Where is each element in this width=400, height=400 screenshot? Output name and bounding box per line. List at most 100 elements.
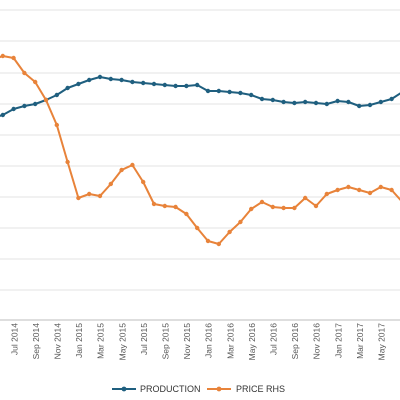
data-point bbox=[281, 205, 286, 211]
data-point bbox=[130, 162, 135, 168]
data-point bbox=[11, 106, 16, 112]
data-point bbox=[151, 201, 157, 207]
data-point bbox=[335, 98, 340, 104]
x-tick-label: Mar 2017 bbox=[355, 323, 365, 359]
data-point bbox=[389, 96, 394, 102]
data-point bbox=[43, 97, 49, 103]
x-tick-label: Sep 2014 bbox=[31, 323, 41, 360]
data-point bbox=[97, 193, 103, 199]
x-tick-label: Jan 2015 bbox=[74, 323, 84, 358]
data-point bbox=[367, 102, 373, 108]
data-point bbox=[259, 199, 265, 205]
series-line bbox=[0, 76, 400, 117]
data-point bbox=[22, 103, 27, 109]
x-tick-label: Nov 2014 bbox=[52, 323, 62, 360]
legend: PRODUCTION PRICE RHS bbox=[112, 384, 285, 394]
data-point bbox=[108, 76, 114, 82]
data-point bbox=[33, 101, 38, 107]
data-point bbox=[346, 184, 351, 190]
legend-marker bbox=[216, 386, 222, 392]
series-layer bbox=[0, 53, 400, 247]
data-point bbox=[346, 99, 351, 105]
x-tick-label: Jul 2016 bbox=[268, 323, 278, 355]
data-point bbox=[87, 191, 92, 197]
data-point bbox=[292, 100, 297, 106]
data-point bbox=[87, 77, 92, 83]
data-point bbox=[184, 83, 189, 89]
data-point bbox=[0, 112, 5, 118]
data-point bbox=[0, 53, 5, 59]
x-tick-label: Jan 2016 bbox=[204, 323, 214, 358]
data-point bbox=[238, 90, 243, 96]
data-point bbox=[141, 80, 146, 86]
data-point bbox=[216, 241, 221, 247]
x-tick-label: Sep 2015 bbox=[160, 323, 170, 360]
data-point bbox=[119, 167, 124, 173]
data-point bbox=[378, 184, 383, 190]
data-point bbox=[249, 206, 254, 212]
x-tick-label: Mar 2015 bbox=[96, 323, 106, 359]
data-point bbox=[324, 191, 329, 197]
data-point bbox=[151, 81, 157, 87]
data-point bbox=[22, 70, 27, 76]
data-point bbox=[367, 190, 373, 196]
data-point bbox=[162, 82, 167, 88]
data-point bbox=[130, 79, 135, 85]
data-point bbox=[33, 79, 38, 85]
data-point bbox=[11, 55, 16, 61]
legend-item: PRODUCTION bbox=[112, 384, 201, 394]
x-tick-label: Jul 2014 bbox=[9, 323, 19, 355]
x-tick-label: Nov 2016 bbox=[312, 323, 322, 360]
x-tick-label: Jul 2017 bbox=[398, 323, 400, 355]
x-tick-label: May 2017 bbox=[376, 323, 386, 361]
x-axis: Jul 2014 Sep 2014 Nov 2014 Jan 2015 Mar 2015… bbox=[9, 323, 400, 361]
grid bbox=[0, 9, 400, 321]
data-point bbox=[313, 203, 319, 209]
x-tick-label: Mar 2016 bbox=[225, 323, 235, 359]
data-point bbox=[195, 82, 200, 88]
data-point bbox=[292, 205, 297, 211]
x-tick-label: May 2016 bbox=[247, 323, 257, 361]
data-point bbox=[97, 74, 103, 80]
data-point bbox=[162, 203, 167, 209]
data-point bbox=[54, 92, 59, 98]
data-point bbox=[216, 88, 221, 94]
data-point bbox=[76, 81, 81, 87]
data-point bbox=[195, 225, 200, 231]
data-point bbox=[259, 96, 265, 102]
x-tick-label: Jul 2015 bbox=[139, 323, 149, 355]
data-point bbox=[54, 122, 59, 128]
data-point bbox=[313, 100, 319, 106]
data-point bbox=[108, 181, 114, 187]
data-point bbox=[205, 238, 211, 244]
legend-label: PRODUCTION bbox=[140, 384, 201, 394]
data-point bbox=[141, 179, 146, 185]
data-point bbox=[173, 204, 178, 210]
data-point bbox=[270, 97, 275, 103]
data-point bbox=[227, 229, 232, 235]
series-price-rhs bbox=[0, 53, 400, 247]
legend-marker bbox=[121, 386, 127, 392]
data-point bbox=[249, 92, 254, 98]
legend-label: PRICE RHS bbox=[236, 384, 285, 394]
data-point bbox=[357, 187, 362, 193]
data-point bbox=[173, 83, 178, 89]
data-point bbox=[303, 99, 308, 105]
data-point bbox=[281, 99, 286, 105]
data-point bbox=[65, 159, 70, 165]
x-tick-label: Jan 2017 bbox=[333, 323, 343, 358]
data-point bbox=[378, 99, 383, 105]
data-point bbox=[184, 211, 189, 217]
x-tick-label: Sep 2016 bbox=[290, 323, 300, 360]
data-point bbox=[324, 101, 329, 107]
data-point bbox=[119, 77, 124, 83]
data-point bbox=[238, 219, 243, 225]
data-point bbox=[270, 204, 275, 210]
data-point bbox=[303, 195, 308, 201]
x-tick-label: Nov 2015 bbox=[182, 323, 192, 360]
x-tick-label: May 2015 bbox=[117, 323, 127, 361]
data-point bbox=[227, 89, 232, 95]
data-point bbox=[65, 85, 70, 91]
legend-item: PRICE RHS bbox=[207, 384, 285, 394]
